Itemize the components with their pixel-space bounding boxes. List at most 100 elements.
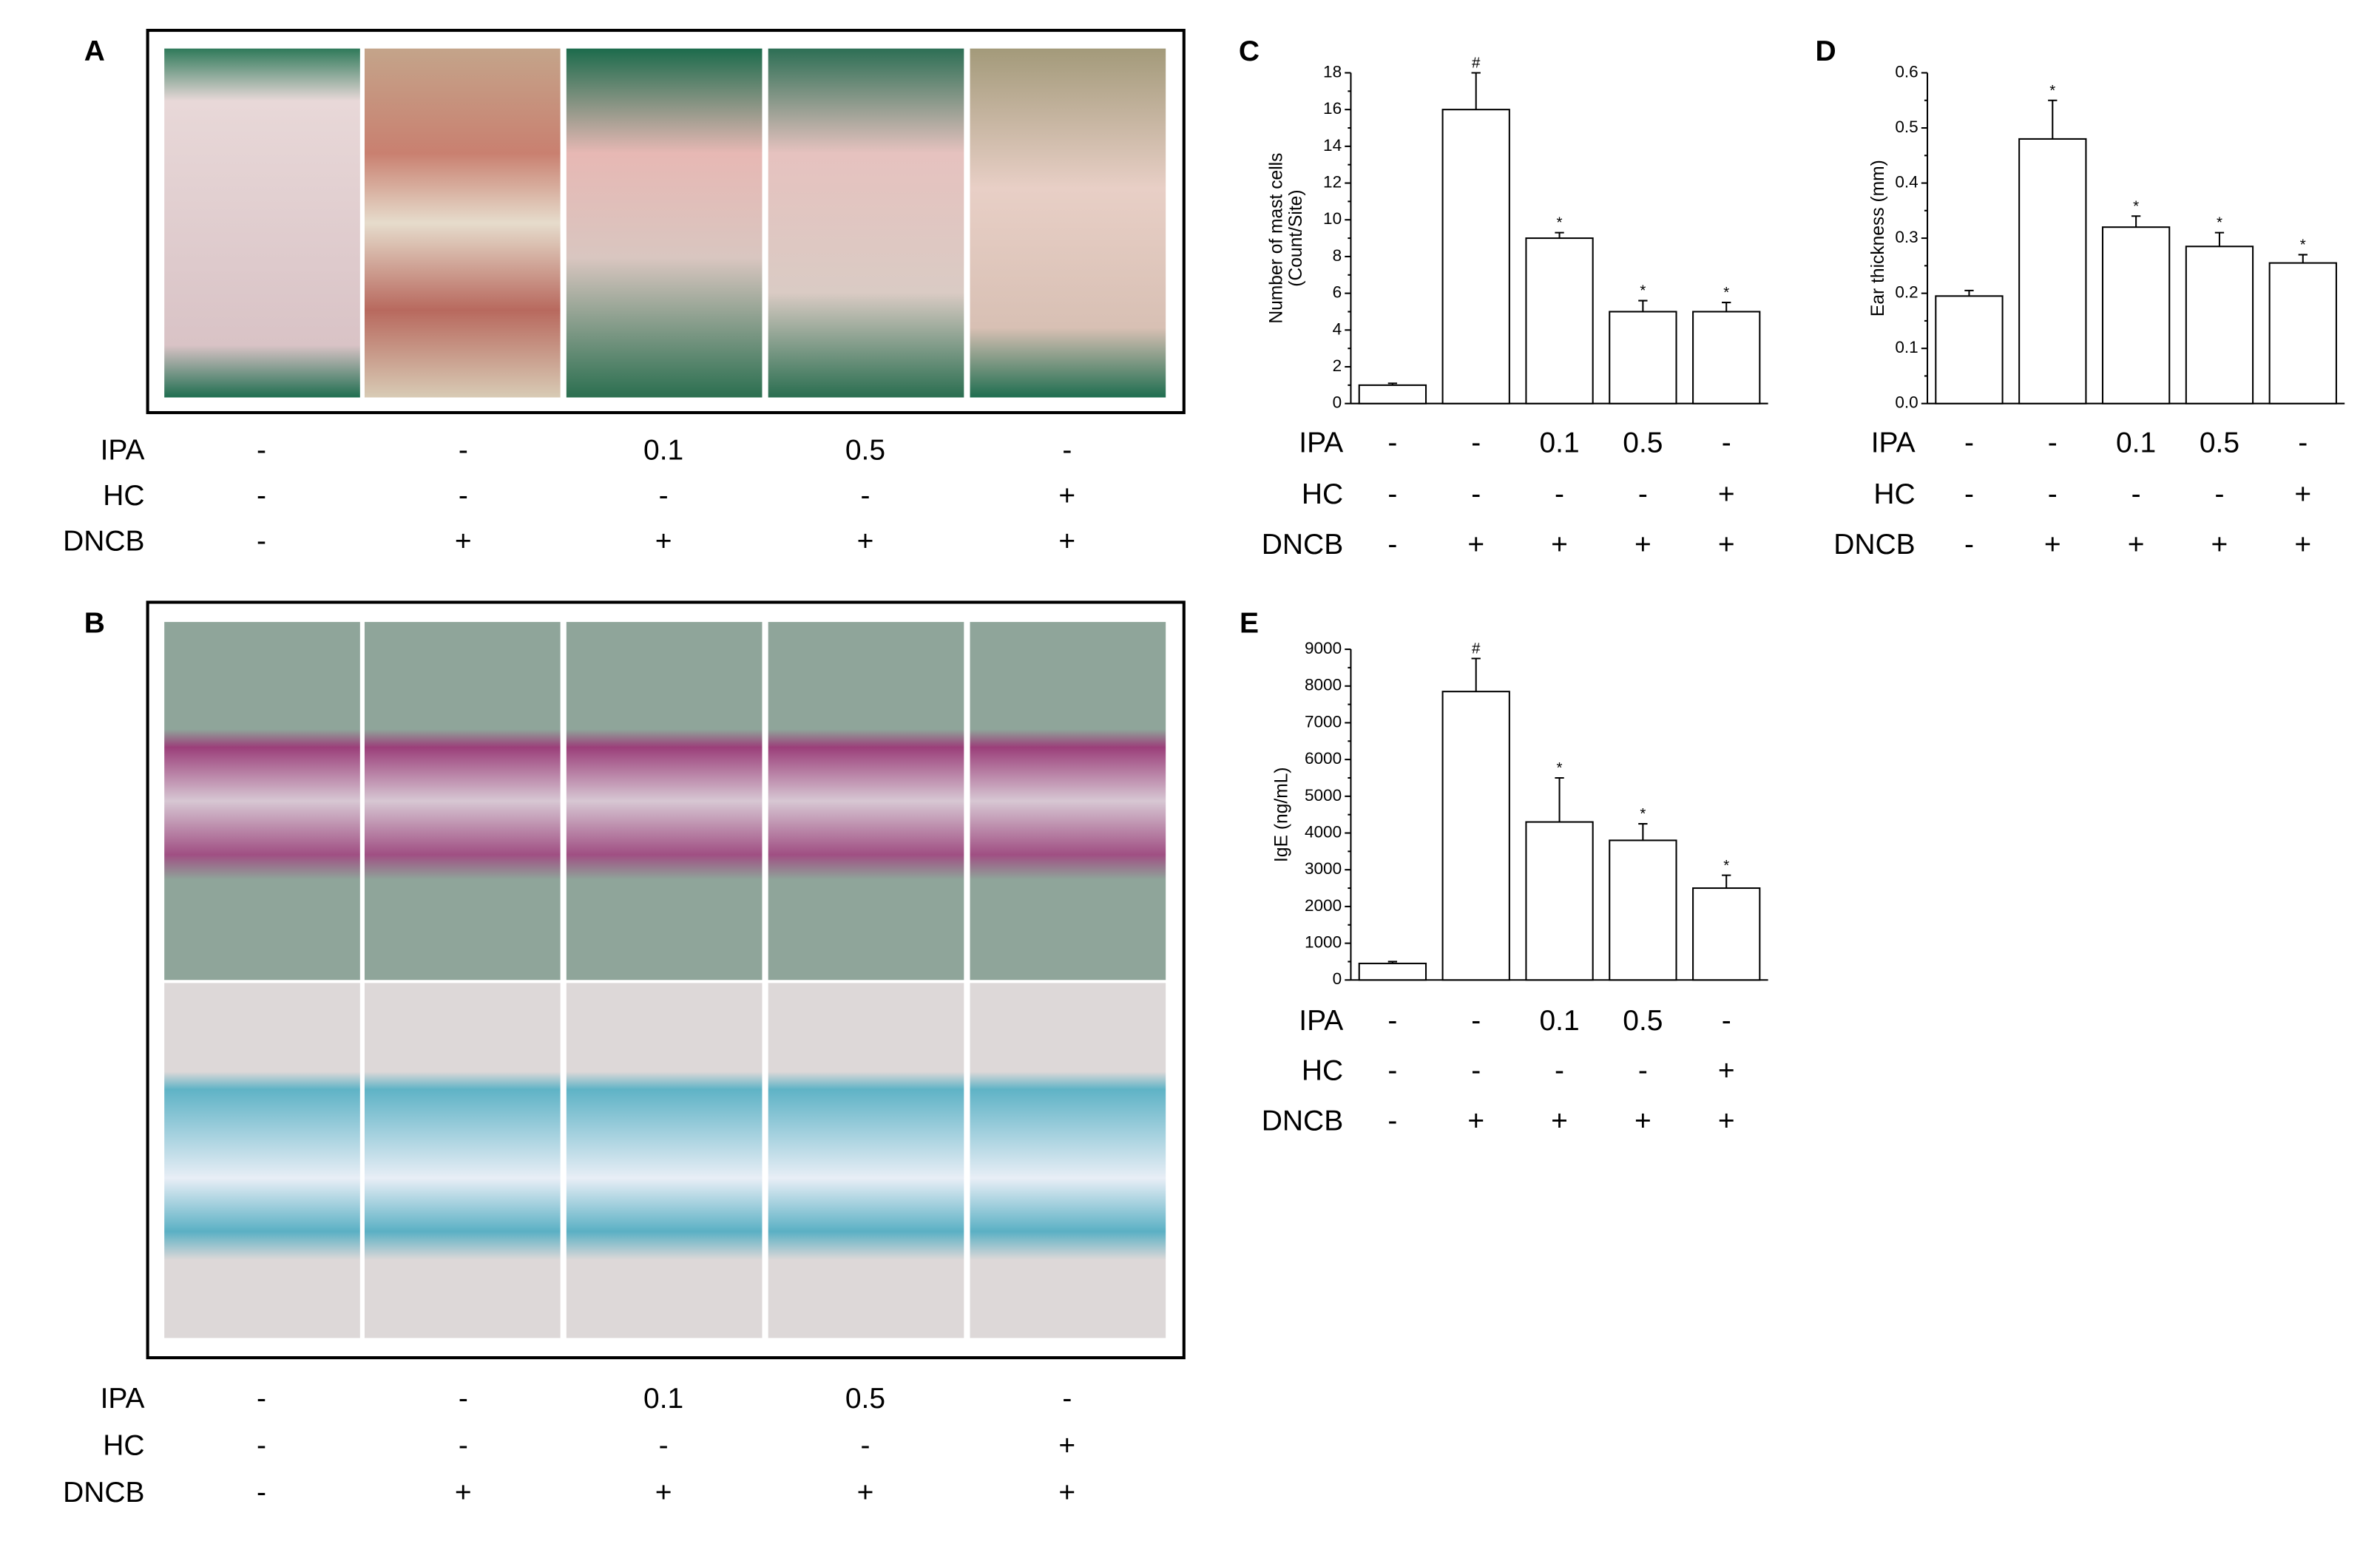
y-tick-label: 0.1 (1895, 338, 1918, 356)
error-bar (1638, 823, 1648, 841)
treatment-value: - (2298, 427, 2308, 458)
y-tick-label: 8000 (1305, 676, 1342, 694)
treatment-value: 0.1 (643, 1383, 683, 1415)
treatment-value: + (1634, 529, 1652, 561)
y-axis-label: Ear thickness (mm) (1868, 160, 1888, 316)
significance-marker: * (1640, 282, 1646, 299)
treatment-value: - (2048, 478, 2058, 510)
treatment-value: + (1467, 1105, 1484, 1137)
treatment-value: 0.5 (845, 435, 885, 467)
error-bar (1964, 289, 1974, 297)
treatment-value: - (1387, 1005, 1397, 1037)
treatment-value: - (257, 526, 266, 558)
error-bar (1555, 231, 1564, 239)
histology (768, 622, 964, 981)
treatment-value: 0.5 (845, 1383, 885, 1415)
treatment-value: + (1718, 478, 1735, 510)
treatment-value: 0.1 (1539, 427, 1579, 458)
photo (970, 48, 1166, 398)
treatment-value: - (459, 435, 468, 467)
error-bar (1471, 657, 1481, 692)
histology (164, 622, 360, 981)
y-tick-label: 0.3 (1895, 228, 1918, 246)
treatment-value: 0.1 (643, 435, 683, 467)
significance-marker: * (1723, 857, 1729, 874)
treatment-value: + (1058, 480, 1075, 512)
treatment-value: - (860, 480, 870, 512)
y-tick-label: 0.2 (1895, 283, 1918, 302)
treatment-value: - (1471, 1005, 1481, 1037)
photo (164, 48, 360, 398)
histology (970, 622, 1166, 981)
error-bar (2131, 215, 2141, 228)
treatment-value: + (1058, 1477, 1075, 1508)
treatment-value: - (1555, 478, 1564, 510)
significance-marker: * (2217, 214, 2222, 231)
error-bar (2214, 231, 2225, 247)
treatment-value: 0.5 (1623, 427, 1663, 458)
y-tick-label: 18 (1323, 62, 1342, 81)
treatment-value: - (2131, 478, 2141, 510)
y-tick-label: 8 (1333, 246, 1342, 265)
significance-marker: * (1557, 214, 1563, 231)
treatment-value: + (1467, 529, 1484, 561)
treatment-value: + (1551, 1105, 1568, 1137)
treatment-value: - (1387, 1105, 1397, 1137)
treatment-name: HC (1873, 478, 1915, 510)
treatment-value: - (459, 1383, 468, 1415)
treatment-value: + (1718, 1105, 1735, 1137)
y-tick-label: 0 (1333, 969, 1342, 988)
y-tick-label: 10 (1323, 209, 1342, 228)
treatment-value: - (257, 435, 266, 467)
y-tick-label: 2 (1333, 356, 1342, 375)
treatment-value: + (1058, 526, 1075, 558)
treatment-value: - (257, 1383, 266, 1415)
y-axis-label: IgE (ng/mL) (1272, 767, 1292, 862)
y-tick-label: 5000 (1305, 786, 1342, 805)
histology (566, 983, 763, 1338)
y-tick-label: 0.4 (1895, 173, 1918, 192)
treatment-name: IPA (101, 435, 145, 467)
error-bar (2298, 254, 2308, 263)
error-bar (1722, 302, 1731, 312)
y-axis-label: Number of mast cells (1266, 153, 1286, 324)
treatment-name: DNCB (63, 1477, 144, 1508)
bar (1935, 295, 2004, 404)
treatment-value: + (2044, 529, 2061, 561)
treatment-name: IPA (1871, 427, 1916, 458)
y-tick-label: 9000 (1305, 639, 1342, 657)
panel-letter: A (84, 35, 105, 67)
y-tick-label: 14 (1323, 136, 1342, 155)
treatment-value: - (2048, 427, 2058, 458)
treatment-value: + (455, 1477, 472, 1508)
treatment-value: - (860, 1429, 870, 1461)
y-tick-label: 6 (1333, 283, 1342, 302)
treatment-value: - (1555, 1055, 1564, 1087)
photo (364, 48, 561, 398)
y-tick-label: 3000 (1305, 859, 1342, 878)
treatment-name: HC (103, 1429, 144, 1461)
treatment-value: - (659, 1429, 669, 1461)
photo (768, 48, 964, 398)
y-tick-label: 12 (1323, 173, 1342, 192)
treatment-value: - (1387, 427, 1397, 458)
error-bar (1722, 874, 1731, 889)
treatment-name: HC (103, 480, 144, 512)
panel-letter: B (84, 608, 105, 640)
treatment-value: + (1058, 1429, 1075, 1461)
histology (970, 983, 1166, 1338)
treatment-value: - (1638, 1055, 1648, 1087)
histology (364, 622, 561, 981)
treatment-value: + (857, 1477, 874, 1508)
treatment-value: - (257, 1429, 266, 1461)
treatment-value: - (257, 480, 266, 512)
treatment-value: - (1722, 1005, 1731, 1037)
treatment-name: DNCB (1262, 1105, 1343, 1137)
treatment-value: 0.5 (1623, 1005, 1663, 1037)
y-tick-label: 4 (1333, 319, 1342, 338)
bar (1441, 109, 1510, 404)
treatment-value: - (1387, 478, 1397, 510)
significance-marker: * (2133, 197, 2139, 214)
treatment-name: IPA (101, 1383, 145, 1415)
